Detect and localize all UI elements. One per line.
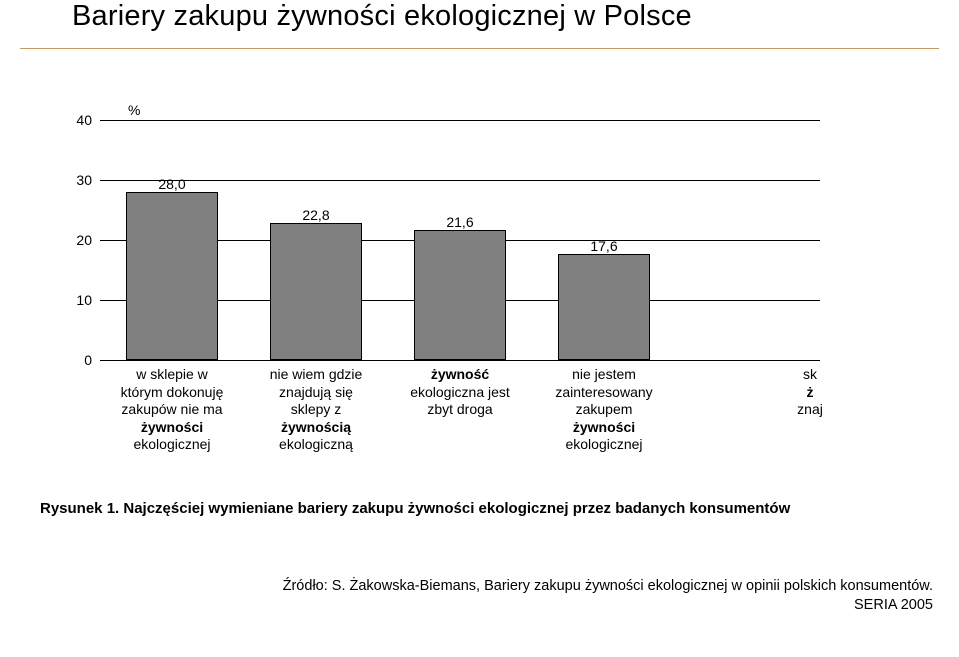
bar-category-label: w sklepie wktórym dokonujęzakupów nie ma… (95, 366, 249, 454)
bar (558, 254, 650, 360)
bar-value-label: 28,0 (126, 176, 218, 192)
ytick-label: 30 (76, 172, 92, 188)
bar (414, 230, 506, 360)
ytick-label: 40 (76, 112, 92, 128)
source-citation: Źródło: S. Żakowska-Biemans, Bariery zak… (230, 577, 933, 615)
ytick-label: 10 (76, 292, 92, 308)
ytick-label: 20 (76, 232, 92, 248)
ytick-label: 0 (84, 352, 92, 368)
gridline (100, 120, 820, 121)
bar-category-label: skżznaj (790, 366, 830, 419)
source-line2: SERIA 2005 (854, 597, 933, 613)
page-title: Bariery zakupu żywności ekologicznej w P… (72, 0, 692, 33)
bar-category-label: żywnośćekologiczna jestzbyt droga (383, 366, 537, 419)
gridline (100, 360, 820, 361)
bar (270, 223, 362, 360)
caption-prefix: Rysunek 1. (40, 500, 123, 517)
bar-value-label: 21,6 (414, 214, 506, 230)
caption-text: Najczęściej wymieniane bariery zakupu ży… (123, 500, 790, 517)
y-axis-unit: % (128, 102, 140, 118)
source-line1: Źródło: S. Żakowska-Biemans, Bariery zak… (283, 578, 933, 594)
chart-plot-area: 01020304028,0w sklepie wktórym dokonujęz… (100, 120, 820, 360)
bar-category-label: nie wiem gdzieznajdują sięsklepy zżywnoś… (239, 366, 393, 454)
title-divider (20, 48, 939, 49)
bar-value-label: 17,6 (558, 238, 650, 254)
bar-value-label: 22,8 (270, 207, 362, 223)
bar-chart: % 01020304028,0w sklepie wktórym dokonuj… (40, 110, 820, 470)
slide: Bariery zakupu żywności ekologicznej w P… (0, 0, 959, 657)
bar-category-label: nie jestemzainteresowanyzakupemżywnoście… (527, 366, 681, 454)
chart-caption: Rysunek 1. Najczęściej wymieniane barier… (40, 500, 839, 519)
bar (126, 192, 218, 360)
